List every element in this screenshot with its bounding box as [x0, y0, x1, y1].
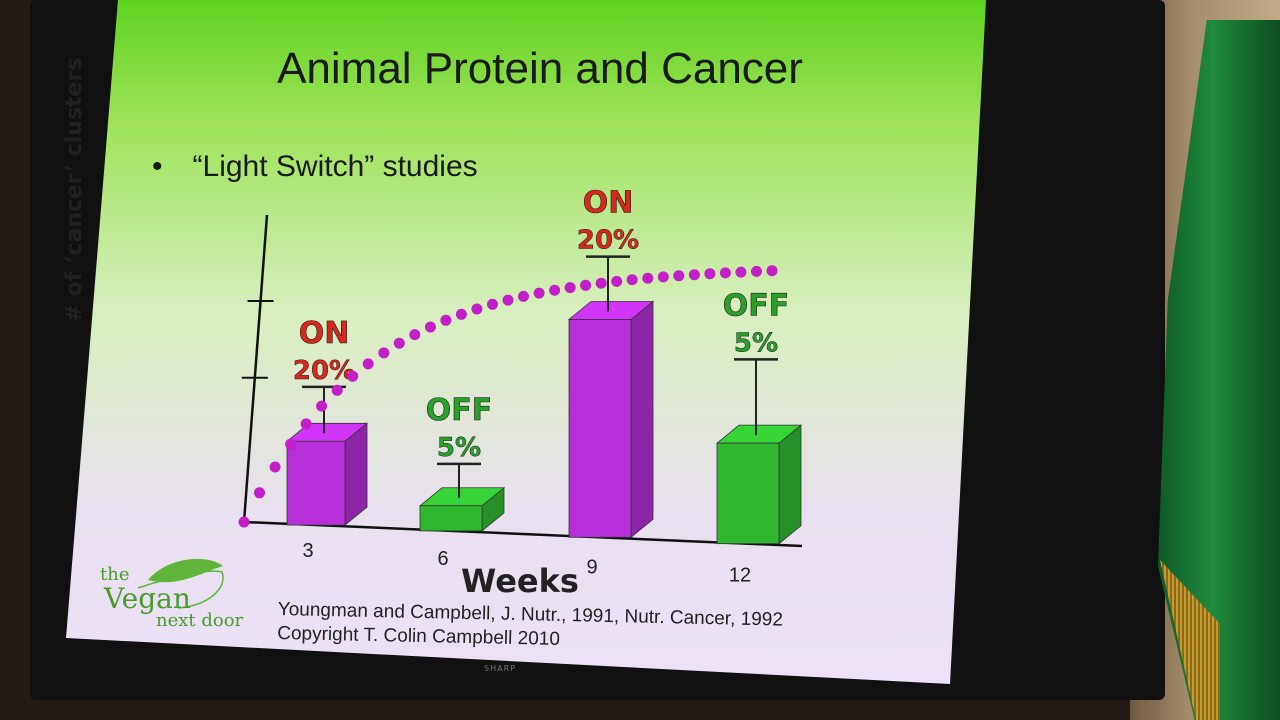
bullet-text: “Light Switch” studies [192, 150, 478, 183]
trend-dot [347, 370, 359, 382]
logo-vegan: Vegan [104, 582, 191, 615]
trend-dot [285, 438, 297, 450]
trend-dot [518, 290, 529, 302]
bar [419, 505, 483, 532]
trend-dot [564, 282, 576, 294]
trend-dot [595, 277, 607, 289]
trend-dot [580, 279, 592, 291]
slide-title: Animal Protein and Cancer [277, 44, 803, 93]
trend-dot [378, 347, 390, 359]
trend-dot [487, 298, 498, 310]
x-tick-label: 6 [437, 548, 448, 570]
bar-state-label: ON [299, 316, 350, 351]
trend-dot [533, 287, 545, 299]
bar-state-label: OFF [723, 288, 790, 323]
trend-dot [455, 308, 467, 320]
bar-percent-label: 20% [293, 356, 355, 386]
bar-state-label: ON [583, 186, 634, 221]
trend-dot [735, 266, 747, 278]
trend-dot [751, 265, 762, 277]
trend-dot [704, 268, 716, 280]
bar-side-face [778, 424, 802, 545]
leaf-icon [137, 558, 224, 609]
bullet-item: • “Light Switch” studies [152, 150, 478, 184]
x-tick-label: 12 [729, 565, 751, 587]
trend-dot [673, 270, 685, 282]
trend-dot [362, 358, 374, 370]
slide [66, 0, 986, 684]
logo-next-door: next door [156, 610, 244, 631]
trend-dot [549, 284, 561, 296]
trend-dot [440, 314, 452, 326]
x-axis-label: Weeks [461, 562, 579, 600]
bar-percent-label: 5% [734, 328, 778, 358]
bar [568, 319, 632, 538]
bullet-dot-icon: • [152, 150, 163, 183]
x-tick-label: 3 [302, 540, 313, 562]
trend-dot [719, 267, 731, 279]
bar-state-label: OFF [426, 393, 493, 428]
x-tick-label: 9 [586, 556, 597, 578]
trend-dot [393, 337, 405, 349]
trend-dot [657, 271, 669, 283]
trend-dot [269, 461, 281, 473]
trend-dot [316, 400, 328, 412]
bar [716, 442, 780, 545]
trend-dot [254, 487, 265, 499]
trend-dot [688, 269, 700, 281]
bar [286, 440, 346, 526]
trend-dot [626, 274, 638, 286]
tv-brand: SHARP [484, 664, 516, 673]
trend-dot [424, 321, 436, 333]
trend-dot [766, 265, 778, 277]
trend-dot [331, 384, 343, 396]
bar-percent-label: 20% [577, 226, 639, 256]
y-axis-line [242, 214, 269, 523]
bar-percent-label: 5% [437, 433, 481, 463]
trend-dot [471, 303, 483, 315]
trend-dot [611, 275, 623, 287]
trend-dot [300, 418, 312, 430]
trend-dot [238, 516, 250, 528]
logo-the: the [100, 564, 130, 585]
logo: the Vegan next door [98, 558, 248, 638]
trend-dot [502, 294, 514, 306]
trend-dot [642, 272, 654, 284]
bar-side-face [630, 300, 654, 539]
x-axis-line [243, 520, 803, 548]
trend-dot [409, 329, 421, 341]
